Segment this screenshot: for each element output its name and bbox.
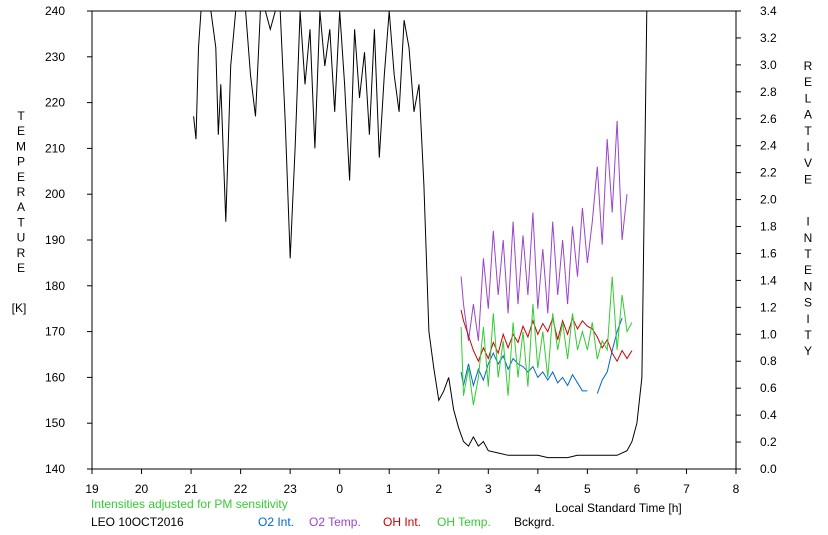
y-left-tick-label: 180 [45,279,65,293]
x-tick-label: 5 [584,482,591,496]
y-left-label-letter: M [16,139,26,153]
chart-series [193,10,648,459]
x-tick-label: 7 [683,482,690,496]
y-right-label-letter: I [806,215,809,229]
series-line-o2-temp [460,120,628,341]
y-right-label-letter: Y [804,344,812,358]
y-left-label-letter: E [17,124,25,138]
y-right-tick-label: 0.6 [760,381,777,395]
y-left-label-letter: P [17,155,25,169]
x-tick-label: 22 [234,482,248,496]
y-left-label-letter: E [17,170,25,184]
x-tick-label: 6 [634,482,641,496]
legend-entry-bckgrd: Bckgrd. [514,515,555,529]
x-tick-label: 19 [85,482,99,496]
station-date-label: LEO 10OCT2016 [91,515,184,529]
series-line-oh-temp [460,276,633,405]
x-tick-label: 1 [386,482,393,496]
y-right-label-letter: T [804,124,812,138]
y-left-label-letter: A [17,200,25,214]
y-left-tick-label: 210 [45,141,65,155]
y-left-tick-label: 220 [45,96,65,110]
y-right-tick-label: 1.2 [760,300,777,314]
y-right-tick-label: 3.2 [760,31,777,45]
y-right-label-letter: R [804,59,813,73]
y-right-tick-label: 2.4 [760,139,777,153]
y-right-tick-label: 1.6 [760,246,777,260]
series-line-oh-int [460,309,633,363]
y-right-tick-label: 2.8 [760,85,777,99]
x-tick-label: 3 [485,482,492,496]
y-left-label-letter: T [17,215,25,229]
y-right-label-letter: S [804,296,812,310]
y-right-label-letter: N [804,231,813,245]
x-tick-label: 0 [336,482,343,496]
y-right-tick-label: 0.4 [760,408,777,422]
legend-entry-oh-temp: OH Temp. [437,515,491,529]
y-right-tick-label: 1.8 [760,220,777,234]
y-right-label-letter: I [806,312,809,326]
series-line-o2-int [460,352,588,392]
y-left-label-letter: U [17,231,26,245]
y-left-tick-label: 200 [45,187,65,201]
y-right-tick-label: 3.0 [760,58,777,72]
y-right-tick-label: 1.4 [760,273,777,287]
y-right-tick-label: 2.6 [760,112,777,126]
x-tick-label: 2 [435,482,442,496]
y-left-tick-label: 160 [45,370,65,384]
x-axis-label: Local Standard Time [h] [555,501,682,515]
y-right-label-letter: A [804,108,812,122]
y-right-tick-label: 2.0 [760,193,777,207]
y-right-label-letter: T [804,328,812,342]
y-left-unit: [K] [12,301,27,315]
x-tick-label: 23 [283,482,297,496]
y-left-label-letter: E [17,261,25,275]
y-right-tick-label: 3.4 [760,4,777,18]
y-left-label-letter: R [17,246,26,260]
y-right-tick-label: 0.8 [760,354,777,368]
legend-entry-o2-int: O2 Int. [258,515,294,529]
y-right-label-letter: E [804,263,812,277]
chart-axes [87,10,741,474]
y-left-label-letter: R [17,185,26,199]
y-left-tick-label: 150 [45,416,65,430]
y-right-label-letter: I [806,140,809,154]
pm-sensitivity-note: Intensities adjusted for PM sensitivity [91,497,288,511]
x-tick-label: 4 [535,482,542,496]
y-right-label-letter: E [804,75,812,89]
y-left-tick-label: 170 [45,325,65,339]
y-right-tick-label: 0.0 [760,462,777,476]
y-left-tick-label: 230 [45,50,65,64]
x-tick-label: 21 [184,482,198,496]
y-right-label-letter: V [804,156,812,170]
y-right-label-letter: E [804,172,812,186]
x-tick-label: 8 [733,482,740,496]
y-right-label-letter: L [805,91,812,105]
y-right-tick-label: 1.0 [760,327,777,341]
y-left-tick-label: 240 [45,4,65,18]
y-left-tick-label: 140 [45,462,65,476]
y-right-label-letter: N [804,279,813,293]
series-line-o2-int [596,317,623,394]
y-right-label-letter: T [804,247,812,261]
y-right-tick-label: 0.2 [760,435,777,449]
x-tick-label: 20 [135,482,149,496]
y-left-tick-label: 190 [45,233,65,247]
chart-labels: 1401501601701801902002102202302400.00.20… [12,4,813,529]
series-line-bckgrd [193,10,648,459]
y-left-label-letter: T [17,109,25,123]
y-right-tick-label: 2.2 [760,166,777,180]
legend-entry-oh-int: OH Int. [383,515,421,529]
legend-entry-o2-temp: O2 Temp. [309,515,361,529]
